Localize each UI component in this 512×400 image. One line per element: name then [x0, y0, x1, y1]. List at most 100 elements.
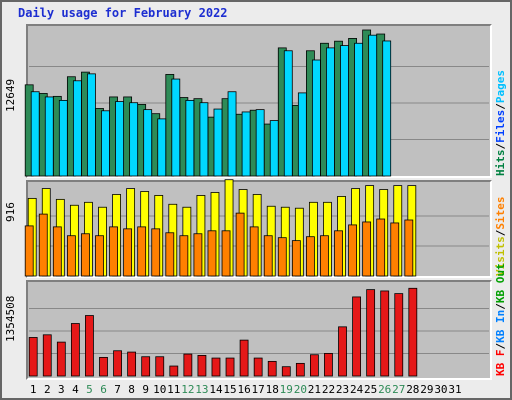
bar-sites — [348, 224, 357, 277]
bar-sites — [376, 218, 386, 277]
x-tick-label: 28 — [406, 383, 419, 396]
bar-pages — [227, 91, 237, 177]
bar-sites — [320, 235, 329, 277]
x-tick-label: 11 — [167, 383, 180, 396]
chart-title: Daily usage for February 2022 — [18, 6, 228, 20]
bar-pages — [199, 102, 209, 177]
bar-sites — [235, 212, 245, 277]
bar-sites — [24, 225, 34, 277]
bar-pages — [340, 45, 349, 177]
x-tick-label: 3 — [58, 383, 65, 396]
x-tick-label: 31 — [448, 383, 461, 396]
bar-pages — [213, 108, 223, 177]
bar-pages — [143, 109, 153, 177]
bar-sites — [179, 235, 189, 277]
bar-sites — [95, 235, 104, 277]
bar-sites — [81, 233, 90, 277]
bar-kb-f — [225, 357, 235, 377]
bar-kb-f — [324, 353, 333, 377]
bar-pages — [87, 73, 96, 177]
bar-sites — [390, 222, 400, 277]
x-tick-label: 21 — [308, 383, 321, 396]
x-tick-label: 19 — [280, 383, 293, 396]
bar-kb-f — [380, 290, 390, 377]
bar-sites — [305, 236, 315, 277]
bar-pages — [297, 92, 307, 177]
x-tick-label: 18 — [266, 383, 279, 396]
bar-pages — [255, 109, 265, 177]
bar-sites — [193, 233, 203, 277]
bar-kb-f — [338, 326, 347, 377]
bar-kb-f — [281, 366, 291, 377]
bar-pages — [72, 80, 82, 177]
bar-kb-f — [85, 315, 94, 377]
x-tick-label: 2 — [44, 383, 51, 396]
bar-kb-f — [239, 339, 249, 377]
bar-kb-f — [169, 365, 179, 377]
bar-pages — [368, 34, 378, 177]
bar-sites — [109, 226, 118, 277]
bar-kb-f — [183, 353, 193, 377]
bar-pages — [311, 59, 321, 177]
x-tick-label: 30 — [434, 383, 447, 396]
bar-sites — [249, 226, 259, 277]
bar-kb-f — [309, 354, 319, 377]
bar-kb-f — [197, 355, 207, 377]
bar-pages — [269, 120, 279, 177]
bar-kb-f — [155, 356, 165, 377]
bar-kb-f — [253, 357, 263, 377]
x-tick-label: 8 — [128, 383, 135, 396]
bar-kb-f — [70, 323, 80, 377]
bar-kb-f — [366, 289, 376, 377]
bar-kb-f — [352, 296, 361, 377]
bar-sites — [137, 226, 147, 277]
bar-kb-f — [28, 337, 38, 377]
x-tick-label: 5 — [86, 383, 93, 396]
bar-pages — [382, 40, 392, 177]
x-tick-label: 29 — [420, 383, 433, 396]
bar-pages — [115, 101, 124, 177]
bar-sites — [291, 240, 301, 277]
bar-kb-f — [408, 287, 418, 377]
bar-pages — [354, 42, 363, 177]
x-tick-label: 27 — [392, 383, 405, 396]
bar-pages — [30, 91, 40, 177]
bar-sites — [151, 228, 161, 277]
bar-pages — [185, 99, 195, 177]
bar-kb-f — [295, 362, 305, 377]
bar-sites — [334, 230, 343, 277]
bar-pages — [101, 110, 110, 177]
bar-pages — [58, 99, 68, 177]
x-tick-label: 20 — [294, 383, 307, 396]
x-tick-label: 16 — [237, 383, 250, 396]
bar-sites — [221, 230, 231, 277]
bar-sites — [362, 221, 372, 277]
x-tick-label: 17 — [252, 383, 265, 396]
bar-pages — [171, 78, 181, 177]
bar-kb-f — [56, 341, 66, 377]
x-tick-label: 15 — [223, 383, 236, 396]
bar-pages — [241, 111, 251, 177]
bar-kb-f — [211, 357, 221, 377]
bar-sites — [263, 235, 273, 277]
x-tick-label: 9 — [142, 383, 149, 396]
x-tick-label: 13 — [195, 383, 208, 396]
x-tick-label: 22 — [322, 383, 335, 396]
bar-kb-f — [141, 356, 151, 377]
x-tick-label: 25 — [364, 383, 377, 396]
x-tick-label: 23 — [336, 383, 349, 396]
x-tick-label: 26 — [378, 383, 391, 396]
x-tick-label: 10 — [153, 383, 166, 396]
bar-kb-f — [113, 350, 122, 377]
bar-sites — [404, 219, 414, 277]
bar-pages — [157, 118, 167, 177]
bar-sites — [277, 237, 287, 277]
bar-sites — [123, 228, 133, 277]
bar-kb-f — [42, 334, 52, 377]
x-tick-label: 1 — [30, 383, 37, 396]
bar-sites — [207, 230, 217, 277]
x-tick-label: 4 — [72, 383, 79, 396]
bar-sites — [52, 226, 62, 277]
bar-sites — [66, 235, 76, 277]
